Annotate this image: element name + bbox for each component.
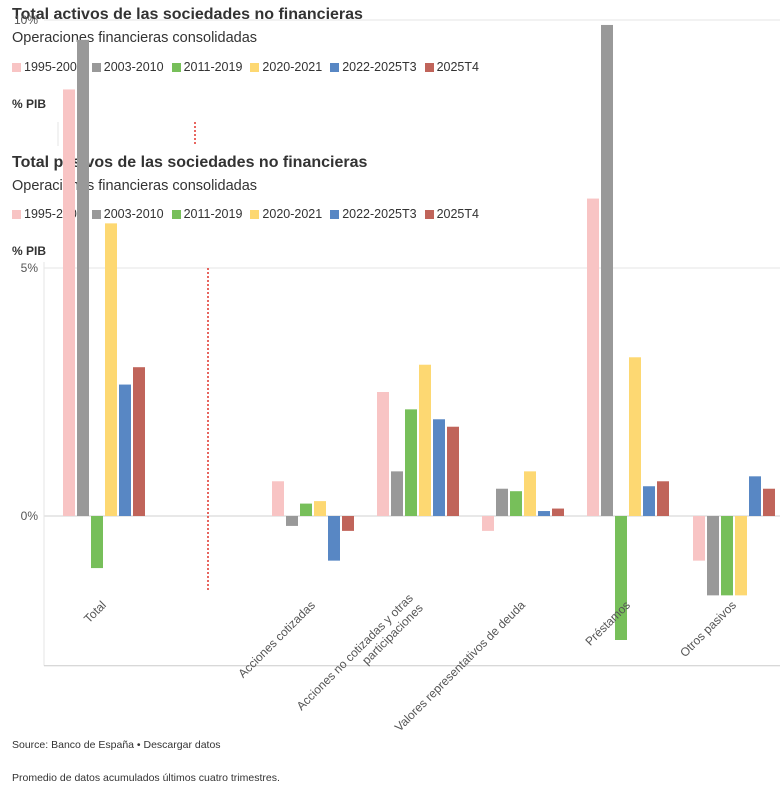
y-tick-label: 5%	[21, 261, 39, 275]
bar-2003-2010-0	[77, 39, 89, 517]
bar-1995-2002-0	[63, 89, 75, 516]
bar-2020-2021-5	[735, 516, 747, 596]
bar-2020-2021-1	[314, 501, 326, 516]
legend-label: 2022-2025T3	[342, 60, 417, 74]
bar-2003-2010-1	[286, 516, 298, 526]
bar-2020-2021-3	[524, 471, 536, 516]
bar-2003-2010-2	[391, 471, 403, 516]
legend-label: 2003-2010	[103, 60, 164, 74]
bar-2022-2025T3-1	[328, 516, 340, 561]
bar-2025T4-1	[342, 516, 354, 531]
x-category-label: Otros pasivos	[677, 598, 739, 660]
bar-2003-2010-5	[707, 516, 719, 596]
legend-label: 2003-2010	[103, 207, 164, 221]
bar-1995-2002-5	[693, 516, 705, 561]
y-tick-label: 0%	[21, 509, 39, 523]
legend-label: 2025T4	[436, 207, 479, 221]
legend-label: 2025T4	[436, 60, 479, 74]
bar-1995-2002-2	[377, 392, 389, 516]
bar-2011-2019-3	[510, 491, 522, 516]
bar-1995-2002-3	[482, 516, 494, 531]
legend-swatch	[250, 62, 260, 72]
legend-item[interactable]: 2022-2025T3	[330, 60, 417, 74]
x-category-label: Acciones cotizadas	[235, 598, 318, 681]
chart2-legend: 1995-2002 2003-2010 2011-2019 2020-2021 2022…	[12, 207, 479, 221]
legend-swatch	[171, 209, 181, 219]
legend-label: 2020-2021	[262, 207, 323, 221]
legend-item[interactable]: 2011-2019	[171, 60, 243, 74]
source-line: Source: Banco de España • Descargar dato…	[12, 739, 221, 751]
legend-swatch	[91, 62, 101, 72]
bar-2025T4-4	[657, 481, 669, 516]
bar-2003-2010-4	[601, 24, 613, 517]
bar-2011-2019-0	[91, 516, 103, 569]
y-tick-label: 10%	[14, 13, 38, 27]
chart2-unit-label: % PIB	[12, 244, 47, 258]
legend-label: 2011-2019	[183, 60, 243, 74]
legend-item[interactable]: 2011-2019	[171, 207, 243, 221]
bar-2011-2019-2	[405, 409, 417, 516]
footnote: Promedio de datos acumulados últimos cua…	[12, 772, 280, 784]
bar-1995-2002-4	[587, 198, 599, 516]
legend-swatch	[12, 209, 21, 219]
legend-swatch	[250, 209, 260, 219]
chart1-legend: 1995-2002 2003-2010 2011-2019 2020-2021 2022…	[12, 60, 479, 74]
bar-2011-2019-5	[721, 516, 733, 596]
bar-2022-2025T3-3	[538, 511, 550, 516]
x-category-label: Total	[81, 598, 109, 626]
bar-2025T4-0	[133, 367, 145, 516]
legend-item[interactable]: 2025T4	[424, 207, 479, 221]
bar-2025T4-2	[447, 426, 459, 516]
legend-label: 2022-2025T3	[342, 207, 417, 221]
legend-item[interactable]: 1995-2002	[12, 60, 84, 74]
legend-swatch	[424, 209, 434, 219]
legend-item[interactable]: 2022-2025T3	[330, 207, 417, 221]
bar-2011-2019-4	[615, 516, 627, 640]
bar-2022-2025T3-5	[749, 476, 761, 516]
legend-swatch	[171, 62, 181, 72]
chart2-title: Total pasivos de las sociedades no finan…	[12, 154, 368, 171]
bar-2011-2019-1	[300, 503, 312, 516]
legend-swatch	[424, 62, 434, 72]
bar-2025T4-5	[763, 488, 775, 516]
legend-swatch	[91, 209, 101, 219]
bar-2022-2025T3-0	[119, 384, 131, 516]
bar-2022-2025T3-4	[643, 486, 655, 516]
x-category-label-line: Otros pasivos	[677, 598, 739, 660]
bar-2020-2021-4	[629, 357, 641, 516]
chart1-unit-label: % PIB	[12, 97, 47, 111]
bar-2020-2021-0	[105, 223, 117, 517]
legend-label: 1995-2002	[24, 60, 84, 74]
x-category-label-line: Acciones cotizadas	[235, 598, 318, 681]
legend-swatch	[330, 209, 340, 219]
bar-2022-2025T3-2	[433, 419, 445, 516]
legend-label: 2011-2019	[183, 207, 243, 221]
bar-2025T4-3	[552, 508, 564, 516]
chart1-plot-area	[57, 122, 196, 146]
bar-2003-2010-3	[496, 488, 508, 516]
legend-item[interactable]: 2025T4	[424, 60, 479, 74]
x-category-label-line: Total	[81, 598, 109, 626]
chart1-title: Total activos de las sociedades no finan…	[12, 6, 363, 23]
chart1-subtitle: Operaciones financieras consolidadas	[12, 30, 258, 46]
bar-1995-2002-1	[272, 481, 284, 516]
legend-item[interactable]: 2020-2021	[250, 60, 322, 74]
legend-item[interactable]: 2003-2010	[91, 207, 164, 221]
legend-item[interactable]: 2020-2021	[250, 207, 322, 221]
legend-swatch	[330, 62, 340, 72]
bar-2020-2021-2	[419, 364, 431, 516]
legend-label: 2020-2021	[262, 60, 323, 74]
legend-item[interactable]: 2003-2010	[91, 60, 164, 74]
legend-swatch	[12, 62, 21, 72]
